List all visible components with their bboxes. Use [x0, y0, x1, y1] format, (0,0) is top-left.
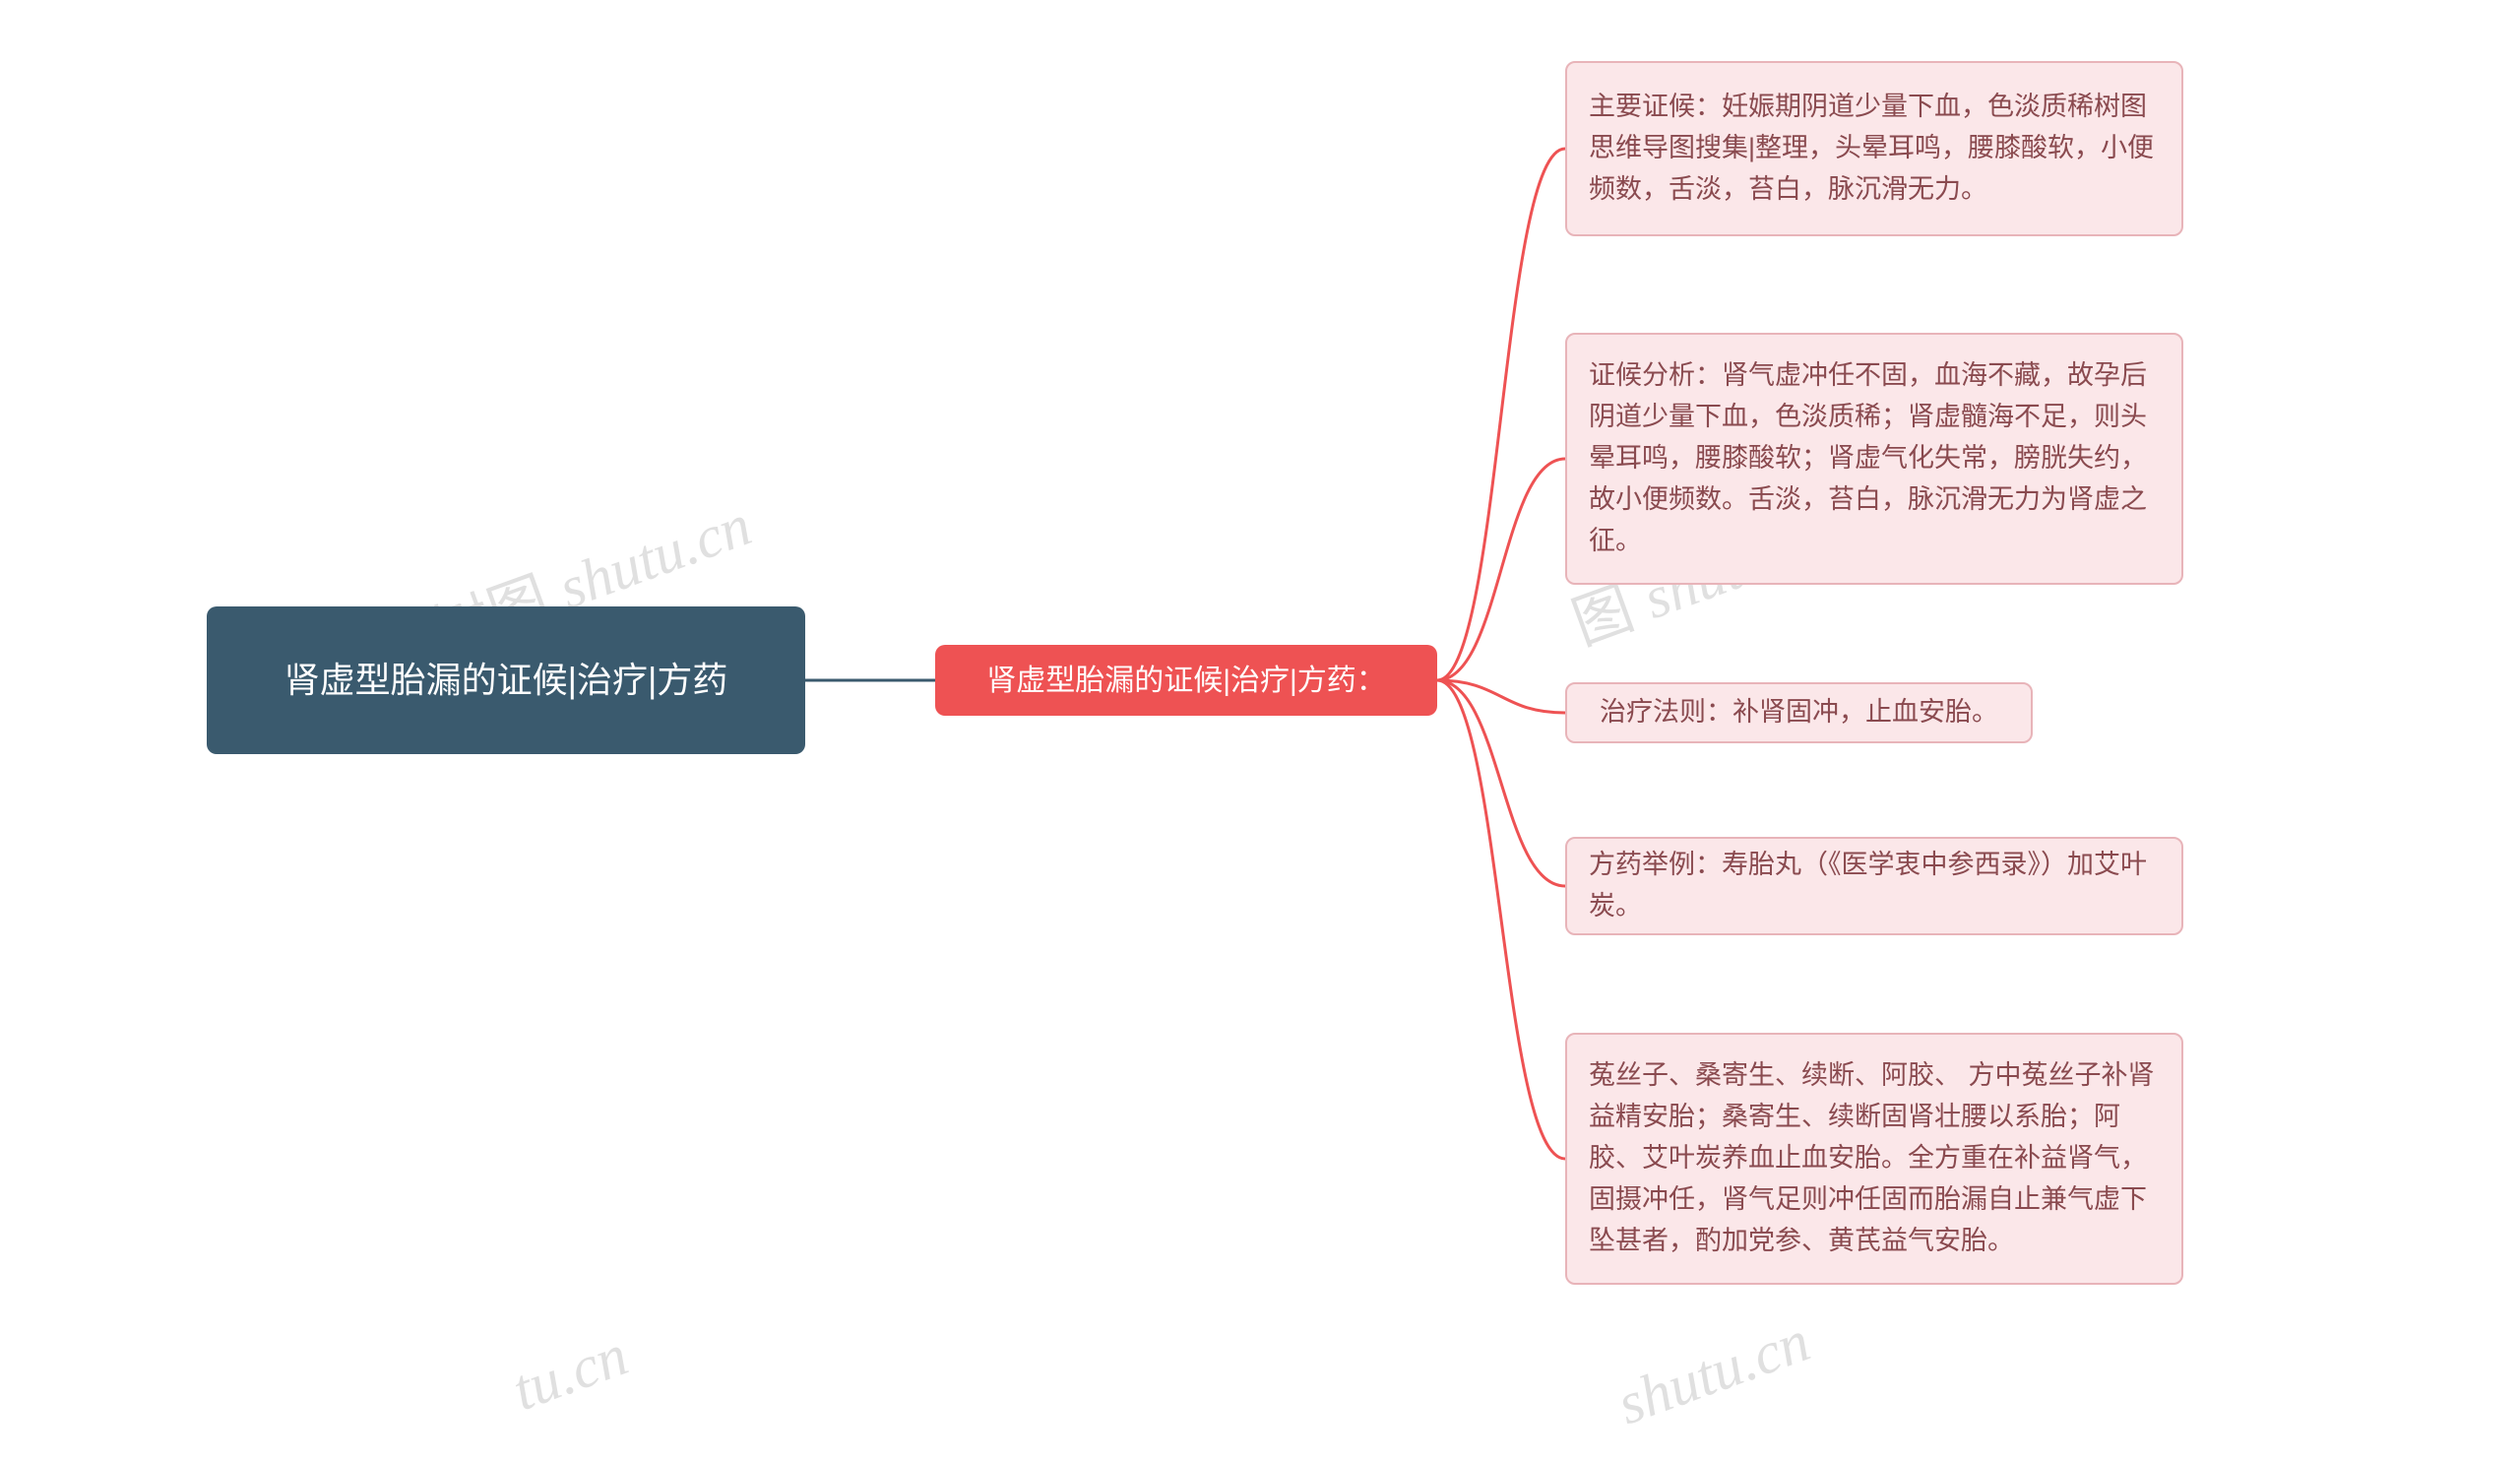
mid-label: 肾虚型胎漏的证候|治疗|方药： — [986, 659, 1386, 703]
leaf-label: 主要证候：妊娠期阴道少量下血，色淡质稀树图思维导图搜集|整理，头晕耳鸣，腰膝酸软… — [1589, 87, 2160, 211]
leaf-node-0[interactable]: 主要证候：妊娠期阴道少量下血，色淡质稀树图思维导图搜集|整理，头晕耳鸣，腰膝酸软… — [1565, 61, 2183, 236]
watermark-3: tu.cn — [504, 1321, 637, 1425]
mid-node[interactable]: 肾虚型胎漏的证候|治疗|方药： — [935, 645, 1437, 716]
leaf-label: 菟丝子、桑寄生、续断、阿胶、 方中菟丝子补肾益精安胎；桑寄生、续断固肾壮腰以系胎… — [1589, 1055, 2160, 1261]
leaf-node-4[interactable]: 菟丝子、桑寄生、续断、阿胶、 方中菟丝子补肾益精安胎；桑寄生、续断固肾壮腰以系胎… — [1565, 1033, 2183, 1285]
root-node[interactable]: 肾虚型胎漏的证候|治疗|方药 — [207, 606, 805, 754]
leaf-node-2[interactable]: 治疗法则：补肾固冲，止血安胎。 — [1565, 682, 2033, 743]
leaf-label: 方药举例：寿胎丸（《医学衷中参西录》）加艾叶炭。 — [1589, 845, 2160, 927]
watermark-4: shutu.cn — [1608, 1307, 1818, 1439]
leaf-label: 证候分析：肾气虚冲任不固，血海不藏，故孕后阴道少量下血，色淡质稀；肾虚髓海不足，… — [1589, 355, 2160, 561]
leaf-label: 治疗法则：补肾固冲，止血安胎。 — [1600, 692, 1998, 733]
leaf-node-3[interactable]: 方药举例：寿胎丸（《医学衷中参西录》）加艾叶炭。 — [1565, 837, 2183, 935]
mindmap-canvas: 树图 树图 shutu.cnshutu.cn 图 shutu.cn tu.cn … — [0, 0, 2520, 1461]
root-label: 肾虚型胎漏的证候|治疗|方药 — [284, 654, 728, 707]
leaf-node-1[interactable]: 证候分析：肾气虚冲任不固，血海不藏，故孕后阴道少量下血，色淡质稀；肾虚髓海不足，… — [1565, 333, 2183, 585]
